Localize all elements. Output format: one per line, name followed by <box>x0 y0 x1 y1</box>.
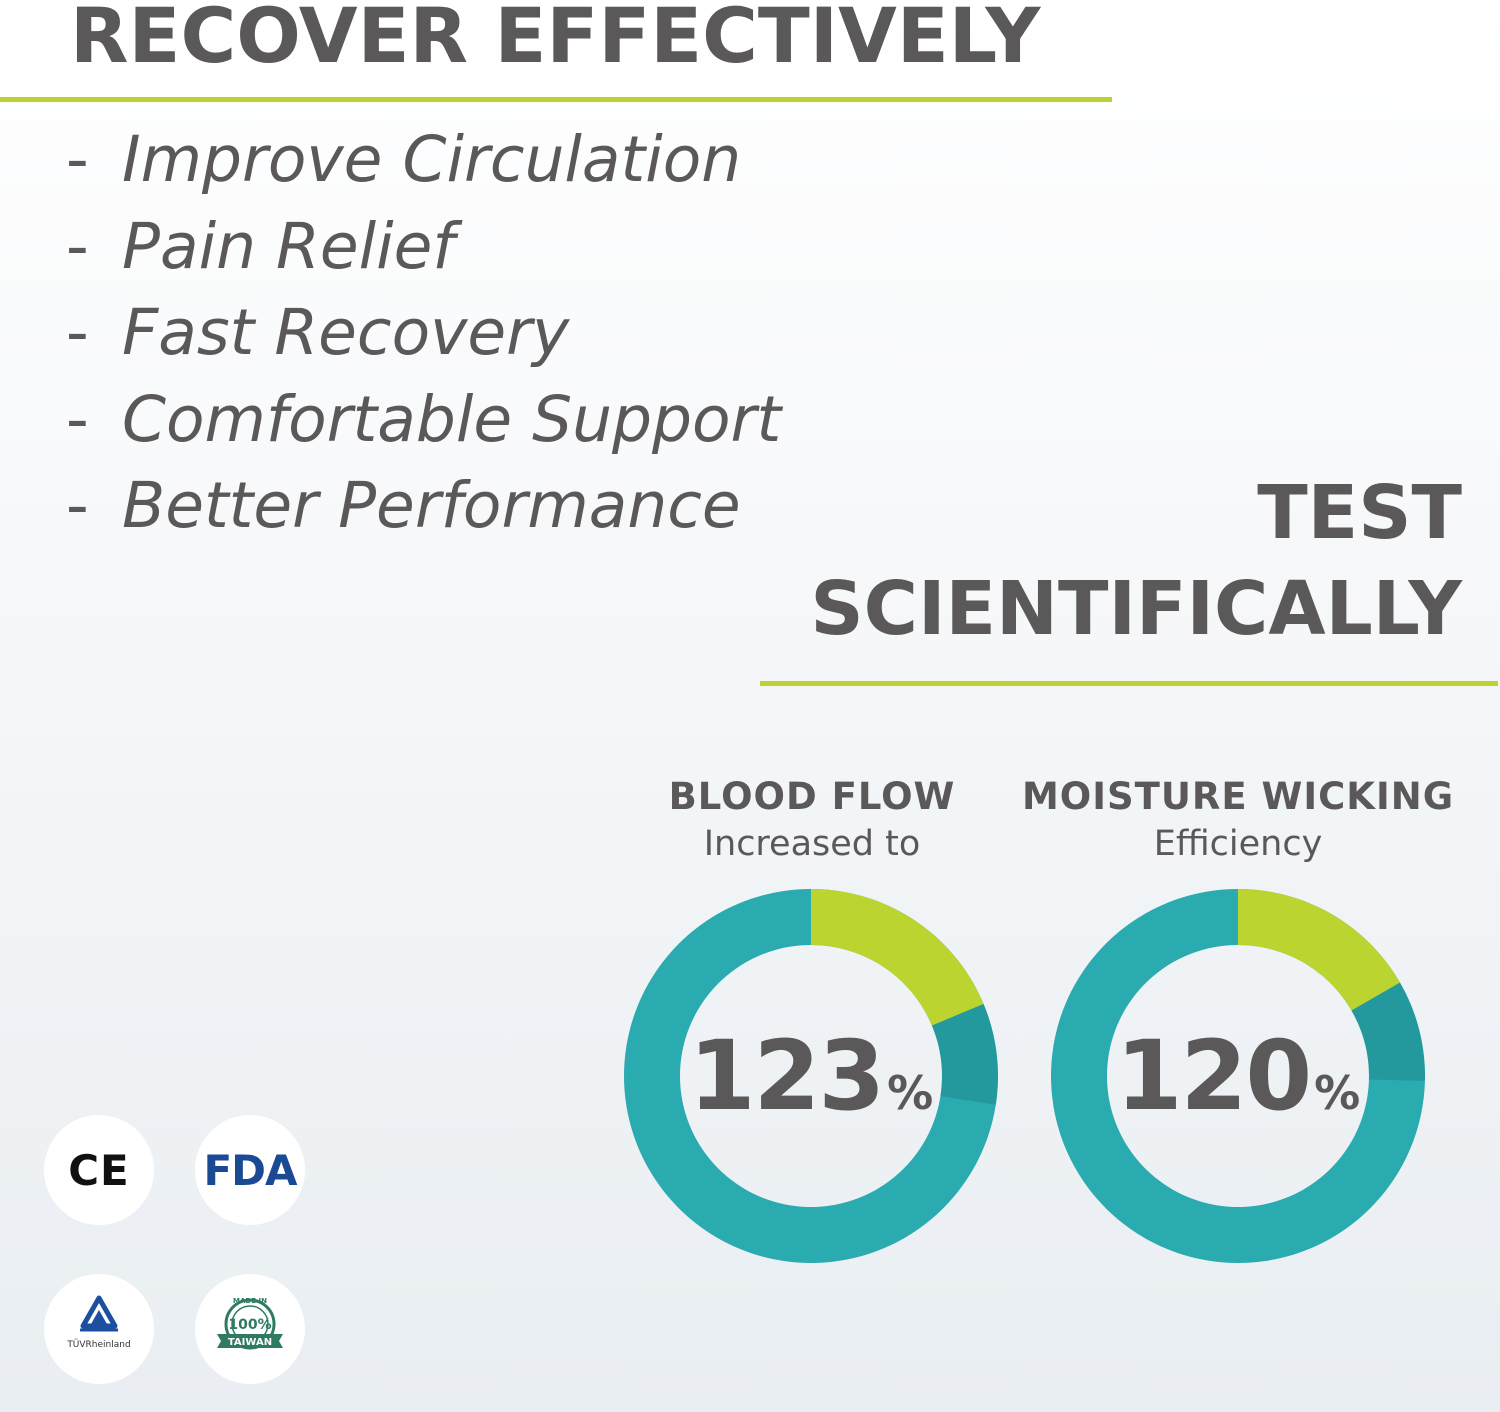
donut-unit: % <box>1314 1066 1361 1120</box>
ce-mark: CE <box>68 1145 130 1195</box>
seal-mid-text: 100% <box>228 1317 271 1333</box>
stat-title: BLOOD FLOW <box>668 775 956 818</box>
stat-subtitle: Efficiency <box>1153 824 1323 864</box>
donut-center-label: 123% <box>624 889 998 1263</box>
moisture-wicking-stat: MOISTURE WICKING Efficiency <box>1018 773 1458 867</box>
benefit-item: - Improve Circulation <box>66 117 781 204</box>
seal-banner-text: TAIWAN <box>228 1337 272 1348</box>
benefit-item: - Fast Recovery <box>66 290 781 377</box>
heading-underline <box>760 681 1498 686</box>
tuv-rheinland-badge: TÜVRheinland <box>44 1274 154 1384</box>
donut-shade <box>931 1003 998 1105</box>
donut-unit: % <box>887 1066 934 1120</box>
heading-underline <box>0 97 1112 102</box>
donut-center-label: 120% <box>1051 889 1425 1263</box>
moisture-wicking-donut-chart: 120% <box>1051 889 1425 1263</box>
bullet-dash: - <box>66 209 89 283</box>
blood-flow-stat: BLOOD FLOW Increased to <box>612 773 1012 867</box>
donut-slice-increase <box>1238 889 1400 1011</box>
benefit-item: - Comfortable Support <box>66 377 781 464</box>
fda-badge: FDA <box>195 1115 305 1225</box>
recover-heading: RECOVER EFFECTIVELY <box>70 0 1041 80</box>
benefit-label: Pain Relief <box>122 209 455 283</box>
bullet-dash: - <box>66 296 89 369</box>
fda-mark: FDA <box>203 1145 297 1195</box>
bullet-dash: - <box>66 382 89 456</box>
bullet-dash: - <box>66 469 89 542</box>
bullet-dash: - <box>66 123 89 196</box>
made-in-taiwan-badge: MADE IN 100% TAIWAN <box>195 1274 305 1384</box>
tuv-text: TÜVRheinland <box>66 1339 130 1350</box>
donut-value: 120 <box>1115 1020 1312 1132</box>
ce-badge: CE <box>44 1115 154 1225</box>
benefit-item: - Pain Relief <box>66 204 781 291</box>
benefit-label: Comfortable Support <box>122 382 782 456</box>
benefit-label: Improve Circulation <box>122 123 742 196</box>
benefits-list: - Improve Circulation - Pain Relief - Fast … <box>66 117 781 550</box>
donut-shade <box>1351 982 1425 1081</box>
donut-svg <box>624 889 998 1263</box>
donut-svg <box>1051 889 1425 1263</box>
seal-top-text: MADE IN <box>233 1297 267 1305</box>
donut-value: 123 <box>688 1020 885 1132</box>
test-heading: TEST SCIENTIFICALLY <box>810 470 1462 652</box>
benefit-label: Better Performance <box>122 469 741 542</box>
stat-title: MOISTURE WICKING <box>1021 775 1455 818</box>
blood-flow-donut-chart: 123% <box>624 889 998 1263</box>
donut-slice-increase <box>811 889 984 1026</box>
made-in-taiwan-seal: MADE IN 100% TAIWAN <box>217 1297 283 1350</box>
benefit-label: Fast Recovery <box>122 296 570 369</box>
benefit-item: - Better Performance <box>66 463 781 550</box>
tuv-rheinland-logo: TÜVRheinland <box>66 1295 131 1350</box>
stat-subtitle: Increased to <box>703 824 921 864</box>
